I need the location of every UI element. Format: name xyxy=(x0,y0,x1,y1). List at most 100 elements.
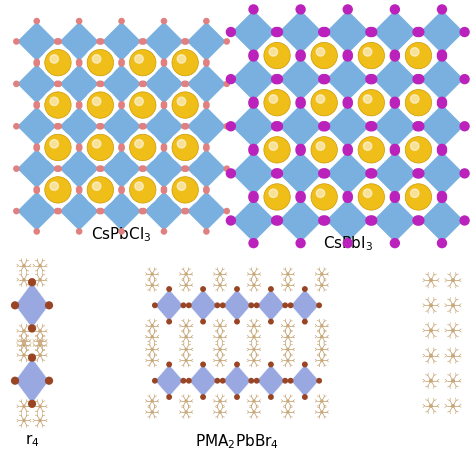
Circle shape xyxy=(365,168,375,179)
Circle shape xyxy=(248,97,259,107)
Circle shape xyxy=(22,278,26,282)
Polygon shape xyxy=(419,56,465,102)
Circle shape xyxy=(181,378,186,383)
Circle shape xyxy=(172,49,198,76)
Circle shape xyxy=(410,189,419,198)
Circle shape xyxy=(252,283,255,287)
Polygon shape xyxy=(101,191,142,231)
Circle shape xyxy=(343,49,353,60)
Circle shape xyxy=(261,133,293,166)
Circle shape xyxy=(226,121,236,131)
Circle shape xyxy=(282,378,288,383)
Circle shape xyxy=(219,283,222,287)
Circle shape xyxy=(34,143,40,150)
Circle shape xyxy=(320,121,330,131)
Circle shape xyxy=(41,131,74,164)
Polygon shape xyxy=(189,365,217,397)
Circle shape xyxy=(41,89,74,121)
Circle shape xyxy=(200,394,206,400)
Text: CsPbI$_3$: CsPbI$_3$ xyxy=(323,235,373,253)
Circle shape xyxy=(390,193,400,203)
Circle shape xyxy=(248,99,259,109)
Circle shape xyxy=(412,168,423,179)
Polygon shape xyxy=(231,56,276,102)
Circle shape xyxy=(268,362,274,367)
Circle shape xyxy=(252,348,255,351)
Polygon shape xyxy=(101,148,142,189)
Circle shape xyxy=(269,142,278,150)
Circle shape xyxy=(22,339,26,343)
Circle shape xyxy=(302,362,308,367)
Circle shape xyxy=(54,123,60,129)
Circle shape xyxy=(234,286,240,292)
Circle shape xyxy=(151,335,154,338)
Circle shape xyxy=(295,238,306,248)
Circle shape xyxy=(152,378,158,383)
Circle shape xyxy=(22,419,26,422)
Circle shape xyxy=(118,101,125,108)
Circle shape xyxy=(13,123,20,129)
Circle shape xyxy=(248,51,259,62)
Circle shape xyxy=(161,102,167,109)
Circle shape xyxy=(140,208,147,214)
Circle shape xyxy=(295,191,306,201)
Circle shape xyxy=(45,177,71,203)
Circle shape xyxy=(223,208,230,214)
Circle shape xyxy=(87,134,114,161)
Circle shape xyxy=(151,359,154,362)
Polygon shape xyxy=(278,56,323,102)
Polygon shape xyxy=(291,289,319,322)
Circle shape xyxy=(412,215,423,226)
Circle shape xyxy=(271,27,281,37)
Polygon shape xyxy=(257,289,285,322)
Polygon shape xyxy=(101,64,142,104)
Circle shape xyxy=(76,187,82,194)
Circle shape xyxy=(92,55,101,63)
Circle shape xyxy=(451,278,455,282)
Circle shape xyxy=(429,404,433,408)
Circle shape xyxy=(22,405,26,408)
Circle shape xyxy=(126,173,159,206)
Polygon shape xyxy=(59,106,100,146)
Circle shape xyxy=(308,133,341,166)
Circle shape xyxy=(151,348,154,351)
Circle shape xyxy=(316,95,325,103)
Circle shape xyxy=(181,302,186,308)
Circle shape xyxy=(140,38,147,45)
Circle shape xyxy=(172,92,198,118)
Circle shape xyxy=(92,139,101,148)
Circle shape xyxy=(76,143,82,150)
Circle shape xyxy=(318,215,328,226)
Circle shape xyxy=(286,348,290,351)
Circle shape xyxy=(390,238,400,248)
Circle shape xyxy=(358,137,384,163)
Circle shape xyxy=(365,215,375,226)
Circle shape xyxy=(181,208,188,214)
Circle shape xyxy=(219,410,222,414)
Circle shape xyxy=(358,90,384,116)
Circle shape xyxy=(55,81,62,87)
Circle shape xyxy=(252,399,255,402)
Circle shape xyxy=(414,74,425,84)
Circle shape xyxy=(161,145,167,152)
Circle shape xyxy=(390,191,400,201)
Circle shape xyxy=(264,90,290,116)
Circle shape xyxy=(390,144,400,154)
Circle shape xyxy=(343,99,353,109)
Circle shape xyxy=(412,74,423,84)
Circle shape xyxy=(161,101,167,108)
Circle shape xyxy=(390,97,400,107)
Circle shape xyxy=(50,97,58,106)
Circle shape xyxy=(138,165,145,172)
Circle shape xyxy=(181,165,188,172)
Polygon shape xyxy=(325,9,370,55)
Circle shape xyxy=(98,38,104,45)
Circle shape xyxy=(161,60,167,67)
Circle shape xyxy=(390,4,400,15)
Circle shape xyxy=(320,399,323,402)
Circle shape xyxy=(118,187,125,194)
Polygon shape xyxy=(144,148,184,189)
Circle shape xyxy=(261,181,293,213)
Circle shape xyxy=(76,58,82,65)
Circle shape xyxy=(451,303,455,307)
